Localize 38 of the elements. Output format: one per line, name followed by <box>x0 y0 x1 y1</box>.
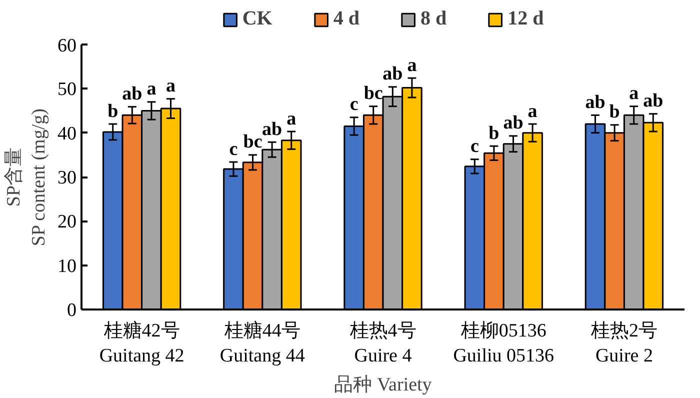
x-tick-label: 桂柳05136 Guiliu 05136 <box>453 320 554 367</box>
x-tick-label: 桂糖42号 Guitang 42 <box>99 320 184 367</box>
y-tick-label: 0 <box>67 300 76 321</box>
data-label: a <box>146 78 157 100</box>
data-label: ab <box>382 64 403 85</box>
data-label: ab <box>122 84 142 105</box>
legend-label: 12 d <box>508 8 544 30</box>
x-axis-title: 品种 Variety <box>334 374 432 396</box>
legend-label: CK <box>242 8 272 30</box>
data-label: a <box>629 83 640 104</box>
x-tick-label: 桂热2号 Guire 2 <box>590 320 658 367</box>
data-label: c <box>470 136 479 158</box>
y-tick-label: 50 <box>58 79 76 100</box>
legend-label: 4 d <box>333 8 360 30</box>
data-label: a <box>286 108 297 130</box>
data-label: b <box>108 100 118 122</box>
data-label: a <box>166 76 176 97</box>
data-label: bc <box>243 132 262 153</box>
data-label: c <box>229 138 238 160</box>
data-label: ab <box>503 112 524 134</box>
y-tick-label: 40 <box>58 123 76 144</box>
data-label: c <box>350 94 358 116</box>
legend-label: 8 d <box>420 8 447 30</box>
data-label: a <box>407 54 418 76</box>
y-tick-label: 20 <box>58 212 76 233</box>
x-tick-label: 桂糖44号 Guitang 44 <box>220 320 306 367</box>
y-tick-label: 10 <box>58 256 76 277</box>
x-tick-label: 桂热4号 Guire 4 <box>348 320 416 367</box>
data-label: bc <box>364 83 383 104</box>
data-label: ab <box>643 90 664 112</box>
data-label: a <box>528 100 538 122</box>
data-label: ab <box>585 92 606 113</box>
y-axis-title: SP含量 SP content (mg/g) <box>3 108 50 246</box>
data-label: b <box>609 102 620 123</box>
y-tick-label: 30 <box>58 168 76 188</box>
data-label: b <box>488 122 500 144</box>
y-tick-label: 60 <box>58 36 76 56</box>
data-label: ab <box>262 118 282 140</box>
